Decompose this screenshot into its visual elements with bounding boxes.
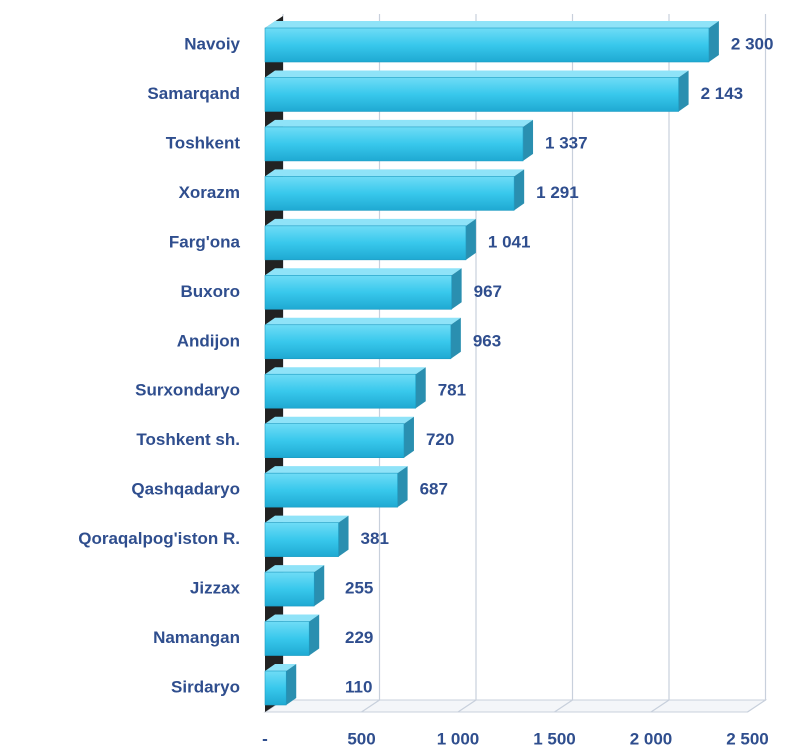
- bar-top: [265, 317, 461, 325]
- bar-front: [264, 472, 398, 508]
- y-tick-label: Toshkent sh.: [136, 430, 240, 449]
- bar-top: [265, 21, 719, 28]
- grid-line: [457, 14, 477, 713]
- x-tick-label: 1 500: [533, 729, 576, 748]
- value-label: 255: [345, 579, 373, 598]
- bar-side: [708, 21, 719, 62]
- value-label: 110: [345, 677, 372, 696]
- value-label: 781: [438, 381, 466, 400]
- bar-side: [286, 664, 297, 705]
- floor: [263, 699, 768, 713]
- y-tick-label: Farg'ona: [169, 232, 241, 251]
- bar-front: [264, 324, 452, 360]
- y-tick-label: Qoraqalpog'iston R.: [78, 529, 240, 548]
- x-tick-label: 2 000: [630, 729, 673, 748]
- bar-top: [265, 70, 689, 78]
- x-tick-label: -: [262, 729, 268, 748]
- y-tick-label: Qashqadaryo: [131, 480, 240, 499]
- grid-line: [554, 14, 574, 713]
- bar: [264, 119, 534, 162]
- bar: [264, 664, 297, 706]
- bar: [264, 218, 476, 261]
- bar-side: [514, 169, 525, 211]
- bar: [264, 70, 689, 112]
- bar-top: [265, 466, 408, 474]
- grid-line: [361, 14, 381, 713]
- bar-front: [264, 373, 417, 409]
- bar-top: [265, 664, 297, 671]
- y-tick-label: Navoiy: [184, 34, 240, 53]
- bar-side: [465, 218, 476, 260]
- y-tick-label: Namangan: [153, 628, 240, 647]
- bar-front: [264, 670, 287, 706]
- bar-side: [678, 70, 689, 112]
- y-tick-label: Jizzax: [190, 579, 241, 598]
- bar-front: [264, 423, 405, 458]
- value-label: 687: [420, 480, 448, 499]
- bar: [264, 614, 320, 656]
- value-label: 720: [426, 430, 454, 449]
- y-tick-label: Samarqand: [147, 84, 240, 103]
- y-tick-label: Buxoro: [181, 282, 241, 301]
- bar-front: [264, 27, 710, 63]
- grid-line: [650, 14, 670, 713]
- bar-side: [523, 119, 534, 161]
- y-tick-label: Andijon: [177, 331, 240, 350]
- bar-side: [415, 367, 426, 409]
- bar-side: [403, 416, 414, 458]
- bar: [264, 367, 426, 409]
- value-label: 1 041: [488, 232, 531, 251]
- value-label: 1 337: [545, 133, 588, 152]
- bar: [264, 515, 349, 557]
- bar-front: [264, 225, 467, 261]
- bar-top: [265, 169, 525, 177]
- bar-top: [265, 565, 325, 573]
- bar-side: [309, 614, 320, 656]
- bar-side: [397, 466, 408, 508]
- bar-top: [265, 218, 476, 226]
- y-tick-label: Toshkent: [166, 133, 241, 152]
- bar-top: [265, 367, 426, 375]
- bar-top: [265, 119, 534, 127]
- value-label: 2 300: [731, 34, 774, 53]
- x-tick-label: 500: [347, 729, 375, 748]
- y-tick-label: Sirdaryo: [171, 677, 240, 696]
- bar: [264, 317, 461, 360]
- bar-front: [264, 571, 315, 607]
- value-label: 2 143: [701, 84, 744, 103]
- grid-line: [747, 14, 767, 713]
- y-tick-label: Surxondaryo: [135, 381, 240, 400]
- bar-front: [264, 126, 524, 162]
- value-label: 229: [345, 628, 373, 647]
- x-tick-label: 2 500: [726, 729, 769, 748]
- value-label: 967: [474, 282, 502, 301]
- bar: [264, 466, 408, 508]
- bar-top: [265, 614, 320, 622]
- value-label: 1 291: [536, 183, 579, 202]
- bar-side: [338, 515, 349, 557]
- bar-side: [450, 317, 461, 359]
- bar-side: [451, 268, 462, 310]
- bar-top: [265, 416, 414, 424]
- bar-front: [264, 275, 452, 310]
- value-label: 963: [473, 331, 501, 350]
- x-tick-label: 1 000: [437, 729, 480, 748]
- bar: [264, 21, 719, 63]
- bar: [264, 268, 462, 310]
- bar-front: [264, 77, 679, 112]
- bar-side: [314, 565, 325, 607]
- bar-top: [265, 268, 462, 276]
- y-tick-label: Xorazm: [179, 183, 240, 202]
- bar-top: [265, 515, 349, 523]
- bar: [264, 169, 525, 211]
- bar-front: [264, 522, 339, 557]
- bar-front: [264, 621, 310, 656]
- bar: [264, 565, 325, 607]
- value-label: 381: [361, 529, 389, 548]
- bar: [264, 416, 414, 458]
- bar-front: [264, 176, 515, 211]
